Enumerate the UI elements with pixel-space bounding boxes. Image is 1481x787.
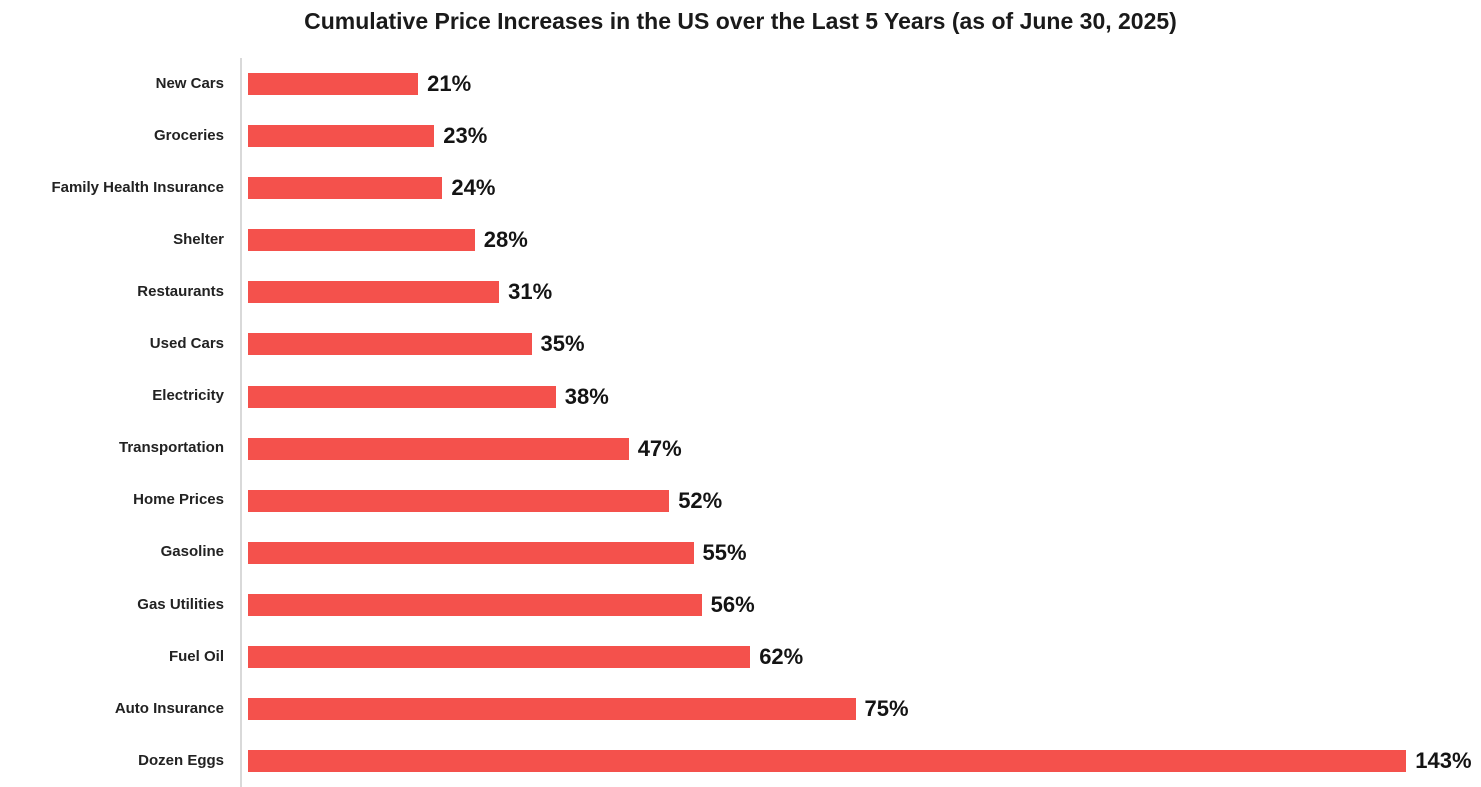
value-label: 38% xyxy=(564,383,609,409)
category-label: Auto Insurance xyxy=(114,699,224,717)
bar-track: 23% xyxy=(242,123,1481,149)
bar-rows: New Cars 21% Groceries 23% Family Health… xyxy=(0,58,1481,787)
category-label: Family Health Insurance xyxy=(51,178,224,196)
bar xyxy=(248,437,629,460)
chart-row: Fuel Oil 62% xyxy=(0,631,1481,683)
category-label: Groceries xyxy=(153,126,224,144)
category-label: Dozen Eggs xyxy=(138,751,224,769)
value-label: 56% xyxy=(710,591,755,617)
category-label: New Cars xyxy=(155,74,224,92)
bar xyxy=(248,177,443,200)
value-label: 21% xyxy=(427,71,472,97)
category-label: Restaurants xyxy=(137,283,224,301)
value-label: 35% xyxy=(540,331,585,357)
bar xyxy=(248,697,856,720)
chart-title: Cumulative Price Increases in the US ove… xyxy=(304,8,1177,34)
bar-track: 62% xyxy=(242,644,1481,670)
bar-track: 56% xyxy=(242,592,1481,618)
y-axis-line xyxy=(240,58,242,787)
bar-track: 75% xyxy=(242,696,1481,722)
category-label: Gas Utilities xyxy=(137,595,224,613)
category-label: Fuel Oil xyxy=(168,647,224,665)
chart-row: New Cars 21% xyxy=(0,58,1481,110)
bar xyxy=(248,385,556,408)
value-label: 52% xyxy=(678,487,723,513)
bar-track: 52% xyxy=(242,488,1481,514)
chart-row: Shelter 28% xyxy=(0,214,1481,266)
bar xyxy=(248,645,751,668)
bar xyxy=(248,73,419,96)
value-label: 55% xyxy=(702,539,747,565)
chart-row: Family Health Insurance 24% xyxy=(0,162,1481,214)
bar-track: 24% xyxy=(242,175,1481,201)
category-label: Electricity xyxy=(152,387,224,405)
bar xyxy=(248,593,702,616)
chart-row: Dozen Eggs 143% xyxy=(0,735,1481,787)
value-label: 143% xyxy=(1415,748,1472,774)
category-label: Gasoline xyxy=(160,543,224,561)
category-label: Used Cars xyxy=(149,335,224,353)
chart-row: Gasoline 55% xyxy=(0,527,1481,579)
value-label: 31% xyxy=(508,279,553,305)
chart-row: Restaurants 31% xyxy=(0,266,1481,318)
bar xyxy=(248,489,670,512)
value-label: 28% xyxy=(483,227,528,253)
chart-row: Auto Insurance 75% xyxy=(0,683,1481,735)
category-label: Shelter xyxy=(173,231,224,249)
chart-row: Transportation 47% xyxy=(0,423,1481,475)
bar xyxy=(248,333,532,356)
chart-row: Home Prices 52% xyxy=(0,475,1481,527)
bar xyxy=(248,541,694,564)
plot-area: New Cars 21% Groceries 23% Family Health… xyxy=(0,58,1481,787)
value-label: 24% xyxy=(451,175,496,201)
category-label: Home Prices xyxy=(133,491,224,509)
bar-track: 38% xyxy=(242,384,1481,410)
bar xyxy=(248,229,475,252)
category-label: Transportation xyxy=(118,439,224,457)
value-label: 23% xyxy=(443,123,488,149)
bar xyxy=(248,281,500,304)
bar-track: 35% xyxy=(242,331,1481,357)
bar xyxy=(248,750,1407,773)
bar-track: 21% xyxy=(242,71,1481,97)
value-label: 75% xyxy=(864,695,909,721)
bar-track: 55% xyxy=(242,540,1481,566)
value-label: 47% xyxy=(637,435,682,461)
bar-track: 31% xyxy=(242,279,1481,305)
bar xyxy=(248,125,435,148)
bar-track: 143% xyxy=(242,748,1481,774)
chart-row: Used Cars 35% xyxy=(0,318,1481,370)
bar-track: 28% xyxy=(242,227,1481,253)
value-label: 62% xyxy=(759,643,804,669)
chart-row: Electricity 38% xyxy=(0,370,1481,422)
chart-row: Groceries 23% xyxy=(0,110,1481,162)
bar-track: 47% xyxy=(242,436,1481,462)
chart-row: Gas Utilities 56% xyxy=(0,579,1481,631)
